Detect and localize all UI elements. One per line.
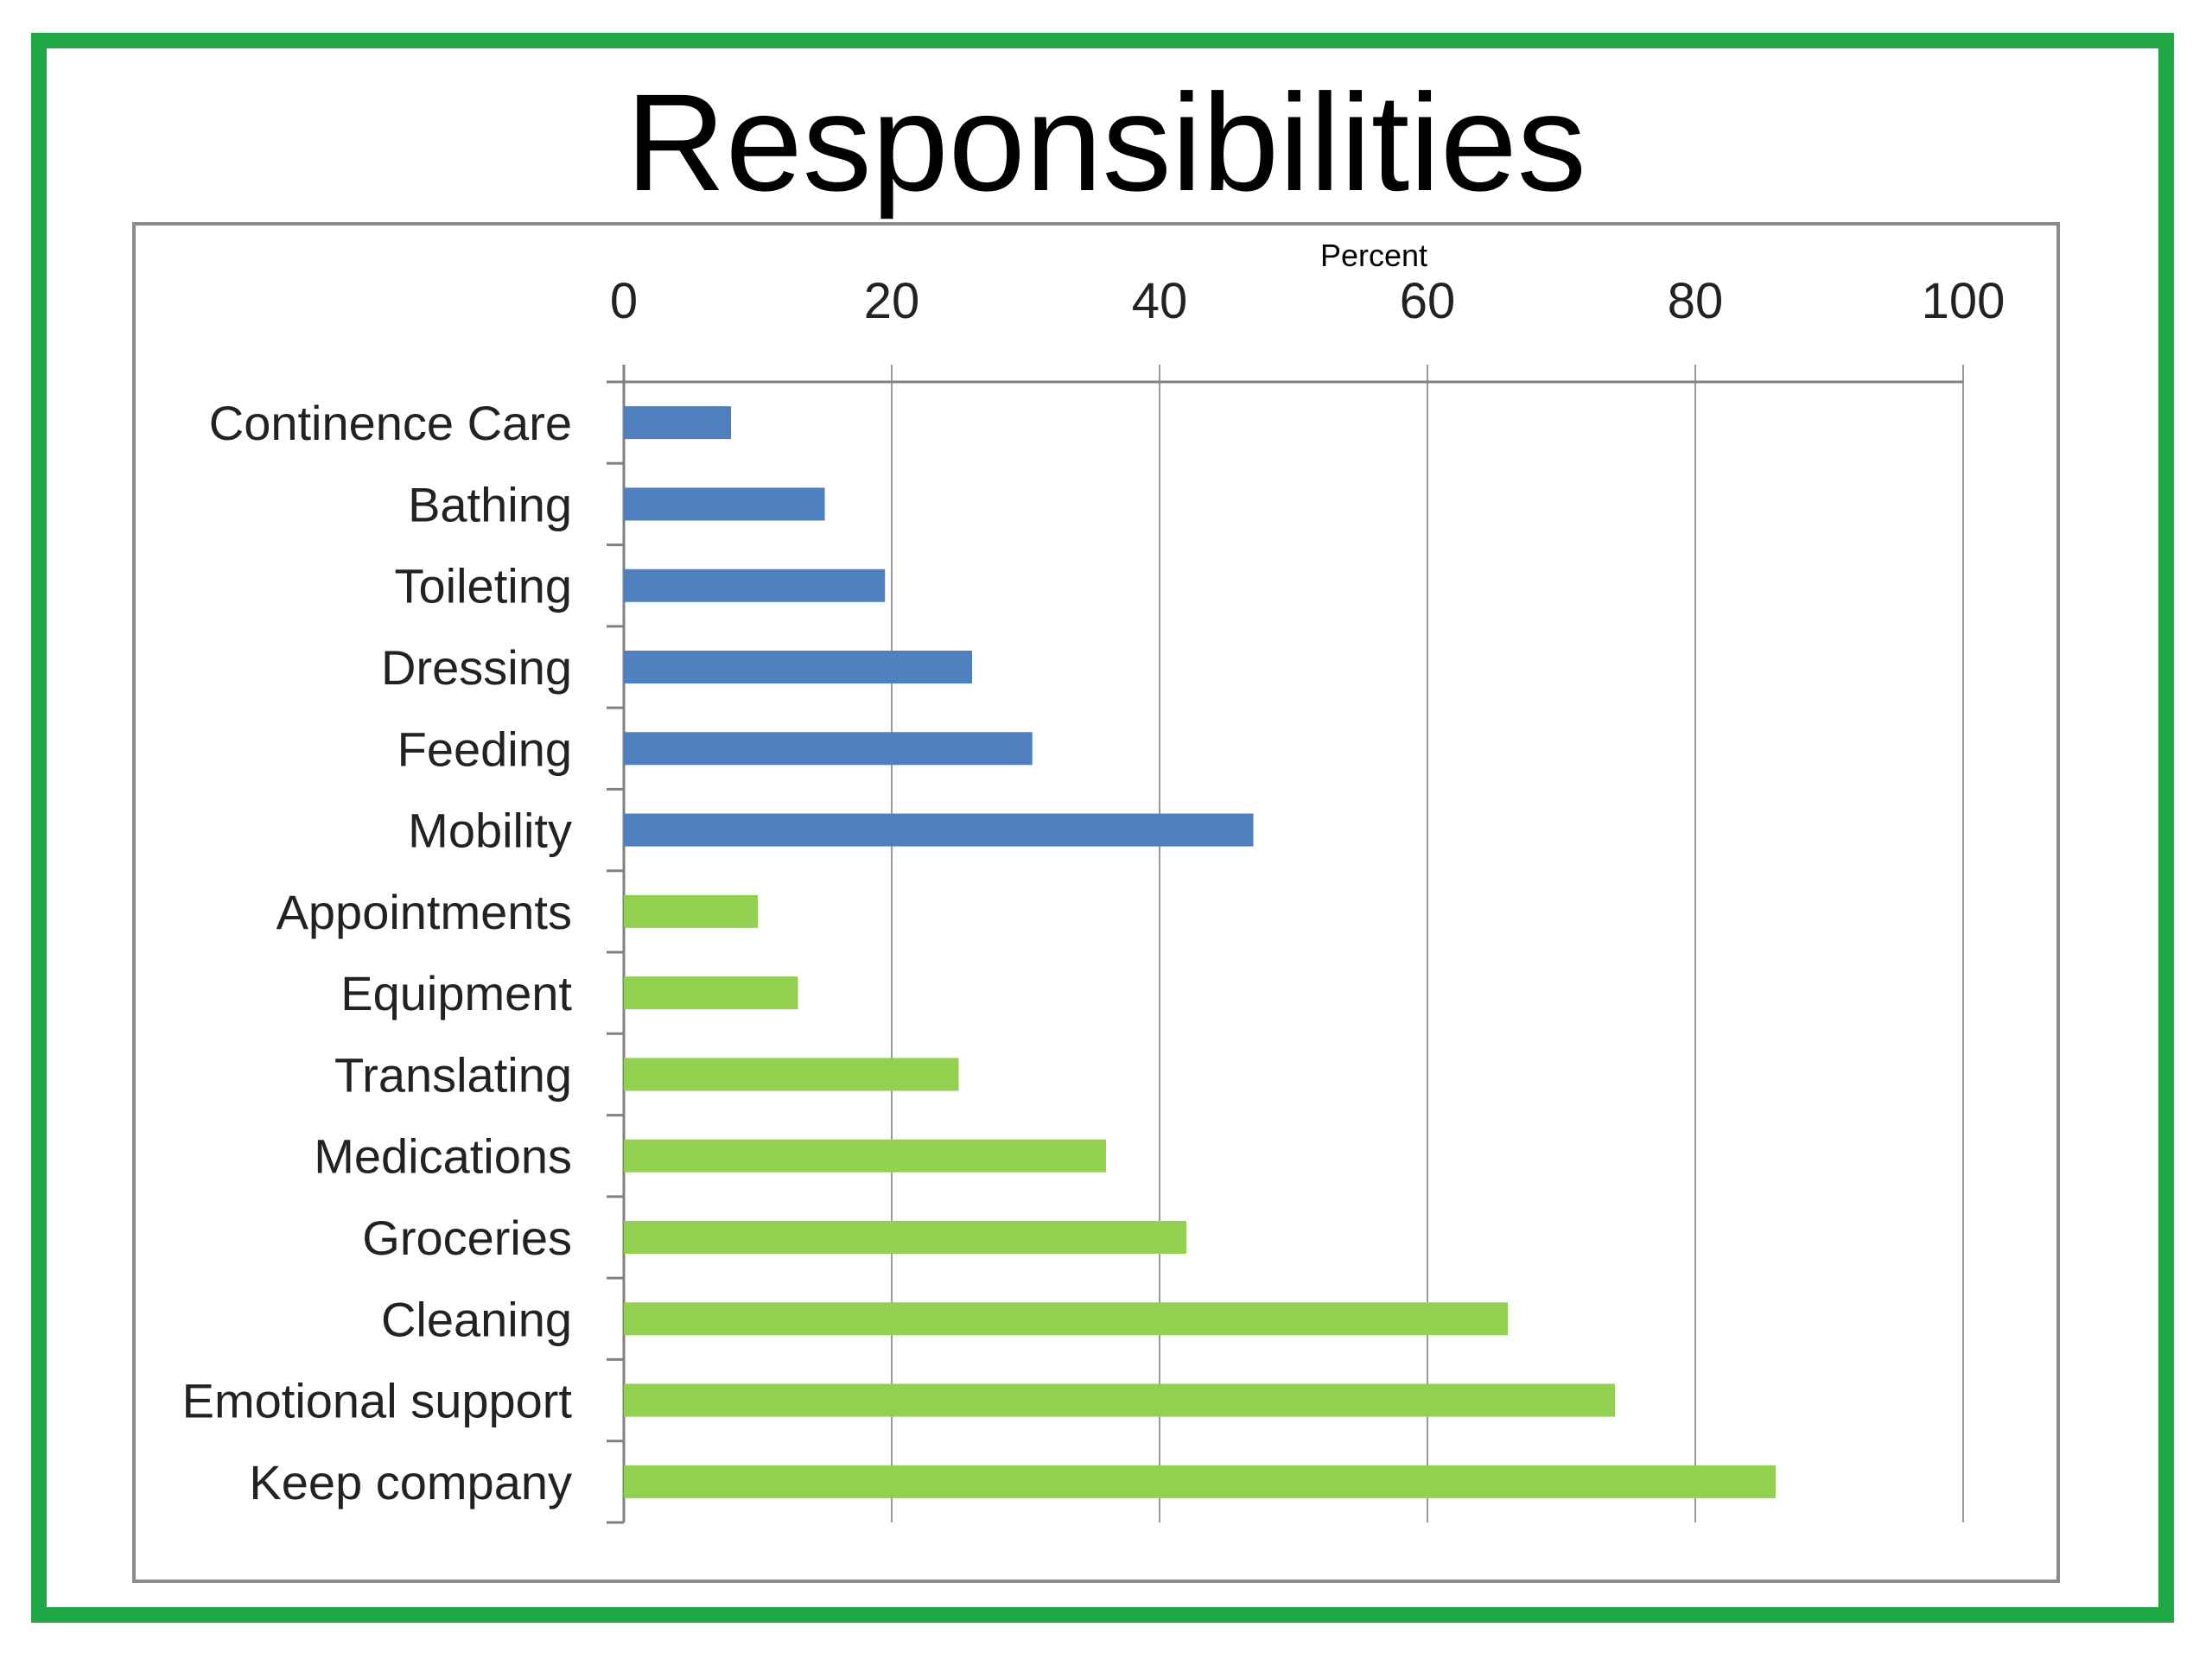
gridlines bbox=[623, 365, 1964, 1522]
bar-dressing bbox=[624, 651, 972, 683]
x-tick-label: 80 bbox=[1668, 273, 1724, 329]
bar-keep-company bbox=[624, 1465, 1776, 1498]
labels: 0 20 40 60 80 100 Continence Care Bathing Toilet… bbox=[182, 273, 2005, 1510]
bar-toileting bbox=[624, 569, 886, 602]
bar-groceries bbox=[624, 1221, 1186, 1254]
bar-feeding bbox=[624, 732, 1033, 766]
bar-equipment bbox=[624, 976, 798, 1010]
bar-cleaning bbox=[624, 1302, 1508, 1336]
bar-emotional-support bbox=[624, 1383, 1615, 1417]
category-label: Dressing bbox=[381, 640, 572, 695]
bar-medications bbox=[624, 1139, 1106, 1173]
category-label: Groceries bbox=[362, 1211, 572, 1265]
slide-title: Responsibilities bbox=[626, 65, 1586, 219]
category-label: Mobility bbox=[408, 804, 572, 858]
category-label: Continence Care bbox=[209, 396, 572, 450]
category-label: Translating bbox=[334, 1047, 572, 1102]
x-tick-label: 0 bbox=[610, 273, 638, 329]
category-label: Keep company bbox=[249, 1455, 572, 1510]
category-label: Toileting bbox=[395, 559, 572, 613]
x-axis-title: Percent bbox=[1320, 238, 1427, 273]
x-tick-label: 60 bbox=[1400, 273, 1456, 329]
bar-mobility bbox=[624, 813, 1254, 847]
category-label: Medications bbox=[314, 1129, 572, 1184]
axes bbox=[607, 365, 1963, 1524]
category-label: Appointments bbox=[276, 885, 572, 939]
bar-continence-care bbox=[624, 406, 731, 440]
bar-translating bbox=[624, 1058, 959, 1091]
x-tick-label: 100 bbox=[1922, 273, 2005, 329]
bar-bathing bbox=[624, 487, 825, 521]
x-tick-label: 20 bbox=[864, 273, 920, 329]
category-label: Emotional support bbox=[182, 1374, 573, 1428]
chart-area bbox=[132, 222, 2060, 1583]
bar-appointments bbox=[624, 894, 758, 928]
category-label: Equipment bbox=[340, 966, 572, 1020]
category-label: Cleaning bbox=[381, 1292, 572, 1346]
category-label: Feeding bbox=[397, 721, 572, 776]
x-tick-label: 40 bbox=[1132, 273, 1188, 329]
category-label: Bathing bbox=[408, 477, 572, 531]
bars bbox=[624, 406, 1776, 1498]
